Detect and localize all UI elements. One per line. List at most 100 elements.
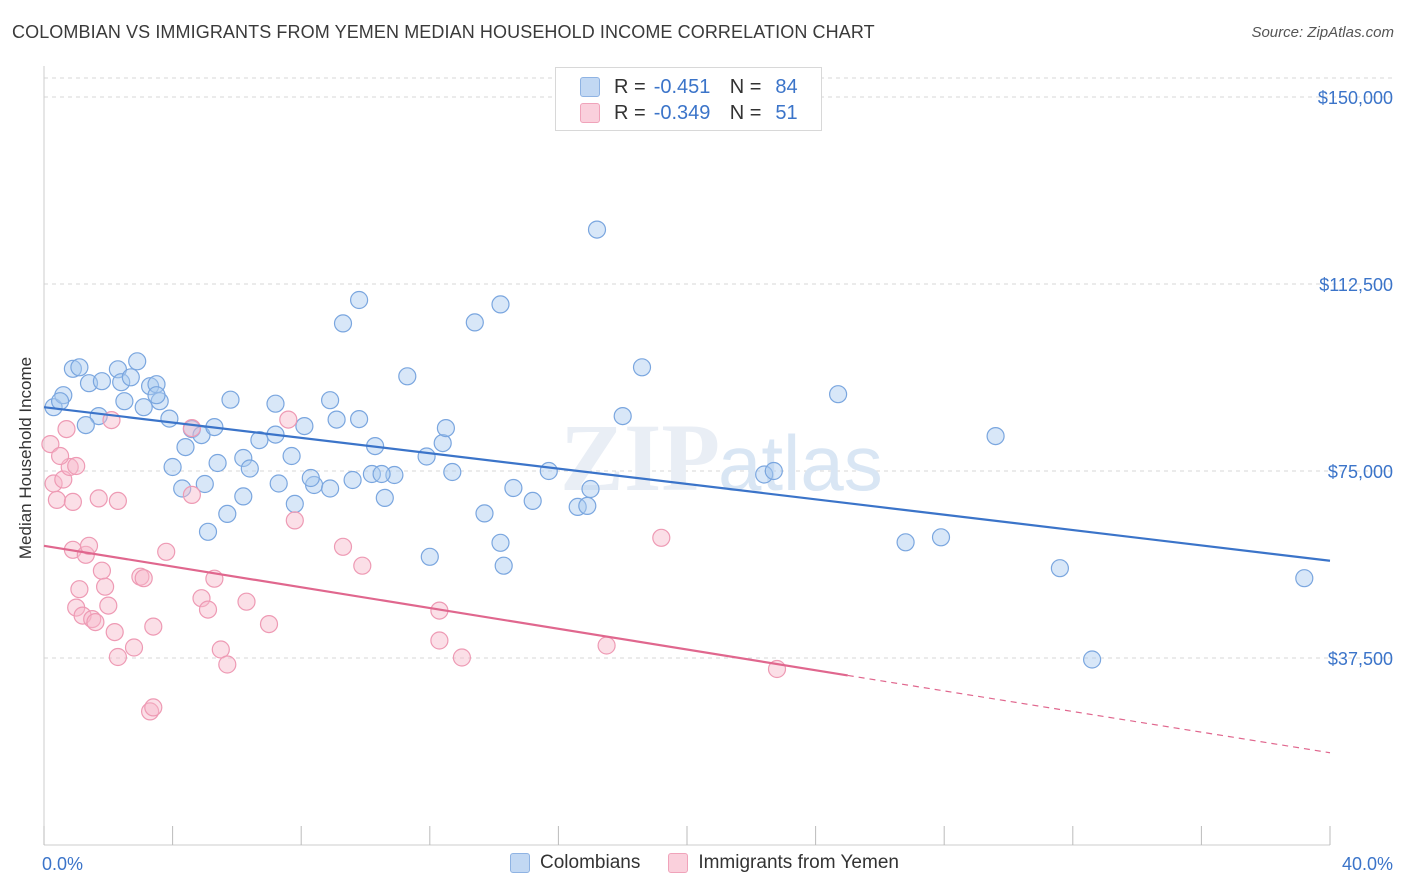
yemen-trend-line	[43, 544, 848, 677]
legend-row-yemen: R = -0.349 N = 51	[580, 102, 798, 124]
colombian-point-71	[350, 290, 369, 310]
y-tick-label-0: $37,500	[1328, 649, 1393, 669]
yemen-point-15	[89, 489, 108, 508]
trend-lines	[43, 406, 1331, 754]
colombian-point-37	[433, 434, 452, 453]
yemen-point-48	[67, 456, 86, 476]
colombian-point-36	[417, 447, 436, 466]
colombian-point-16	[115, 392, 134, 411]
colombian-point-80	[1082, 650, 1102, 669]
yemen-point-26	[144, 698, 163, 717]
yemen-point-37	[279, 410, 298, 429]
yemen-point-36	[259, 614, 279, 634]
colombian-point-40	[465, 313, 484, 332]
yemen-point-39	[333, 537, 353, 556]
yemen-point-42	[430, 631, 449, 650]
colombian-point-61	[173, 479, 192, 498]
colombian-point-76	[896, 533, 915, 552]
legend-swatch-pink	[580, 103, 600, 123]
yemen-point-44	[597, 636, 616, 655]
colombian-point-73	[755, 465, 774, 484]
colombian-point-78	[986, 427, 1005, 446]
colombian-point-44	[494, 556, 513, 575]
colombian-point-32	[350, 410, 369, 429]
series-legend-yemen[interactable]: Immigrants from Yemen	[668, 852, 899, 874]
colombian-point-43	[491, 533, 510, 552]
colombian-point-49	[578, 496, 597, 515]
chart-title: COLOMBIAN VS IMMIGRANTS FROM YEMEN MEDIA…	[12, 22, 875, 42]
colombian-point-9	[121, 368, 140, 387]
colombian-point-28	[282, 446, 301, 466]
colombian-point-31	[327, 410, 346, 429]
axes	[43, 66, 1331, 846]
watermark-zip: ZIP	[560, 404, 720, 511]
colombian-point-47	[539, 461, 558, 481]
colombian-point-82	[269, 474, 288, 493]
colombian-point-75	[828, 385, 848, 404]
yemen-point-20	[108, 491, 128, 510]
legend-row-colombians: R = -0.451 N = 84	[580, 76, 798, 98]
yemen-point-38	[285, 511, 304, 530]
colombian-point-6	[92, 372, 112, 391]
colombian-point-4	[70, 358, 89, 377]
grid-lines	[44, 77, 1395, 659]
colombian-point-52	[613, 407, 632, 426]
legend-r-label: R =	[614, 101, 646, 124]
colombian-point-18	[160, 409, 179, 428]
colombian-point-23	[221, 390, 240, 409]
yemen-point-17	[95, 577, 115, 596]
yemen-point-19	[105, 622, 124, 642]
colombian-trend-line	[43, 406, 1331, 562]
colombian-point-17	[134, 398, 153, 417]
yemen-point-33	[211, 640, 230, 659]
yemen-point-14	[86, 612, 105, 632]
colombian-point-38	[436, 419, 455, 438]
yemen-point-47	[50, 446, 70, 466]
yemen-point-6	[63, 492, 83, 511]
series-legend-colombians[interactable]: Colombians	[510, 852, 640, 874]
colombian-point-30	[321, 391, 340, 410]
colombian-point-25	[250, 431, 269, 450]
colombian-point-67	[362, 464, 381, 484]
chart-source: Source: ZipAtlas.com	[1251, 24, 1394, 41]
colombian-point-74	[764, 461, 783, 481]
colombian-point-53	[632, 358, 652, 377]
y-tick-label-1: $75,000	[1328, 462, 1393, 482]
yemen-point-28	[157, 542, 176, 561]
yemen-point-27	[144, 617, 163, 636]
legend-r-value: -0.349	[653, 101, 711, 124]
colombian-point-24	[234, 448, 253, 468]
colombian-point-15	[76, 416, 95, 435]
series-label-colombians: Colombians	[540, 852, 641, 873]
watermark-atlas: atlas	[718, 419, 883, 507]
watermark: ZIP atlas	[560, 404, 883, 511]
colombian-point-68	[372, 464, 391, 484]
colombian-point-65	[321, 479, 340, 498]
colombian-point-27	[266, 394, 285, 413]
colombian-point-62	[285, 494, 304, 513]
legend-r-label: R =	[614, 75, 646, 98]
colombian-point-57	[218, 504, 237, 524]
colombian-point-45	[504, 478, 523, 498]
legend-n-value: 51	[775, 101, 798, 124]
yemen-point-50	[182, 419, 201, 438]
colombian-point-34	[385, 465, 404, 485]
colombian-point-29	[295, 417, 314, 436]
colombian-point-83	[147, 386, 166, 405]
colombian-point-77	[931, 528, 951, 547]
colombian-point-72	[333, 314, 353, 333]
yemen-point-30	[192, 589, 211, 608]
colombian-point-58	[234, 487, 253, 506]
series-swatch-pink	[668, 853, 689, 873]
colombian-point-11	[141, 377, 160, 396]
colombian-point-50	[581, 479, 600, 499]
y-tick-label-3: $150,000	[1318, 88, 1393, 108]
colombian-point-35	[398, 367, 417, 386]
x-tick-label-min: 0.0%	[42, 854, 83, 874]
series-swatch-blue	[510, 853, 530, 873]
yemen-point-12	[79, 536, 99, 555]
colombian-point-51	[587, 220, 607, 239]
colombian-point-48	[568, 497, 587, 516]
colombian-point-55	[198, 522, 218, 541]
